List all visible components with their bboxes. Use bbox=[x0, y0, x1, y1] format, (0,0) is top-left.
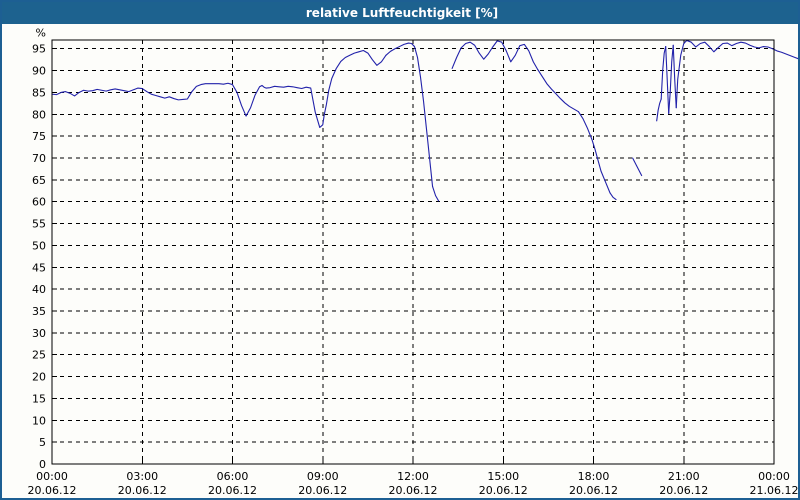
x-tick-label-date: 20.06.12 bbox=[569, 484, 618, 497]
x-tick-label-date: 20.06.12 bbox=[118, 484, 167, 497]
series-line-humidity[interactable] bbox=[668, 44, 674, 114]
data-series-group[interactable] bbox=[51, 39, 800, 249]
x-tick-label-time: 00:00 bbox=[36, 470, 68, 483]
y-tick-label: 25 bbox=[32, 349, 46, 362]
y-tick-label: 65 bbox=[32, 174, 46, 187]
y-tick-label: 50 bbox=[32, 239, 46, 252]
y-axis-unit-label: % bbox=[36, 27, 46, 40]
y-tick-label: 35 bbox=[32, 305, 46, 318]
y-tick-label: 85 bbox=[32, 86, 46, 99]
series-line-humidity[interactable] bbox=[632, 157, 643, 177]
y-tick-label: 40 bbox=[32, 283, 46, 296]
x-tick-label-time: 06:00 bbox=[217, 470, 249, 483]
y-tick-label: 10 bbox=[32, 414, 46, 427]
y-tick-label: 15 bbox=[32, 392, 46, 405]
series-line-humidity[interactable] bbox=[672, 44, 677, 109]
series-line-humidity[interactable] bbox=[665, 46, 670, 114]
y-axis-unit: % bbox=[36, 27, 46, 40]
series-line-humidity[interactable] bbox=[660, 46, 667, 100]
x-tick-label-date: 20.06.12 bbox=[208, 484, 257, 497]
humidity-line-chart: 0 5 10 15 20 25 30 35 40 45 50 55 60 65 70 75 80 85 90 95 0… bbox=[2, 24, 800, 498]
x-tick-label-date: 20.06.12 bbox=[298, 484, 347, 497]
x-tick-label-time: 18:00 bbox=[578, 470, 610, 483]
window-title-bar: relative Luftfeuchtigkeit [%] bbox=[2, 2, 798, 24]
x-tick-label-date: 20.06.12 bbox=[479, 484, 528, 497]
x-tick-label-time: 09:00 bbox=[307, 470, 339, 483]
series-line-humidity[interactable] bbox=[577, 111, 611, 194]
y-tick-label: 45 bbox=[32, 261, 46, 274]
x-tick-label-time: 15:00 bbox=[487, 470, 519, 483]
series-line-humidity[interactable] bbox=[51, 82, 267, 117]
y-tick-label: 95 bbox=[32, 43, 46, 56]
series-line-humidity[interactable] bbox=[385, 42, 434, 187]
series-line-humidity[interactable] bbox=[609, 192, 617, 201]
x-tick-label-time: 03:00 bbox=[126, 470, 158, 483]
series-line-humidity[interactable] bbox=[265, 49, 387, 128]
y-tick-label: 80 bbox=[32, 108, 46, 121]
y-tick-label: 55 bbox=[32, 218, 46, 231]
plot-frame bbox=[51, 39, 775, 465]
series-line-humidity[interactable] bbox=[432, 185, 440, 202]
page-title: relative Luftfeuchtigkeit [%] bbox=[305, 6, 499, 20]
x-tick-label-date: 20.06.12 bbox=[28, 484, 77, 497]
y-tick-label: 90 bbox=[32, 65, 46, 78]
x-tick-label-date: 21.06.12 bbox=[750, 484, 799, 497]
y-axis-labels: 0 5 10 15 20 25 30 35 40 45 50 55 60 65 70 75 80 85 90 95 bbox=[32, 43, 46, 471]
x-tick-label-time: 12:00 bbox=[397, 470, 429, 483]
y-tick-label: 30 bbox=[32, 327, 46, 340]
series-line-humidity[interactable] bbox=[656, 98, 662, 122]
y-tick-label: 75 bbox=[32, 130, 46, 143]
series-line-humidity[interactable] bbox=[675, 39, 800, 249]
x-tick-label-time: 00:00 bbox=[758, 470, 790, 483]
plot-background bbox=[2, 24, 798, 498]
y-tick-label: 20 bbox=[32, 371, 46, 384]
chart-plot-container: 0 5 10 15 20 25 30 35 40 45 50 55 60 65 70 75 80 85 90 95 0… bbox=[2, 24, 800, 498]
vertical-gridlines bbox=[141, 40, 685, 464]
x-tick-label-date: 20.06.12 bbox=[389, 484, 438, 497]
series-line-humidity[interactable] bbox=[537, 69, 580, 113]
y-tick-label: 60 bbox=[32, 196, 46, 209]
y-tick-label: 5 bbox=[39, 436, 46, 449]
x-tick-label-date: 20.06.12 bbox=[659, 484, 708, 497]
y-tick-label: 0 bbox=[39, 458, 46, 471]
x-tick-label-time: 21:00 bbox=[668, 470, 700, 483]
x-axis-labels: 00:0020.06.1203:0020.06.1206:0020.06.120… bbox=[28, 470, 799, 497]
y-tick-label: 70 bbox=[32, 152, 46, 165]
series-line-humidity[interactable] bbox=[451, 40, 539, 71]
